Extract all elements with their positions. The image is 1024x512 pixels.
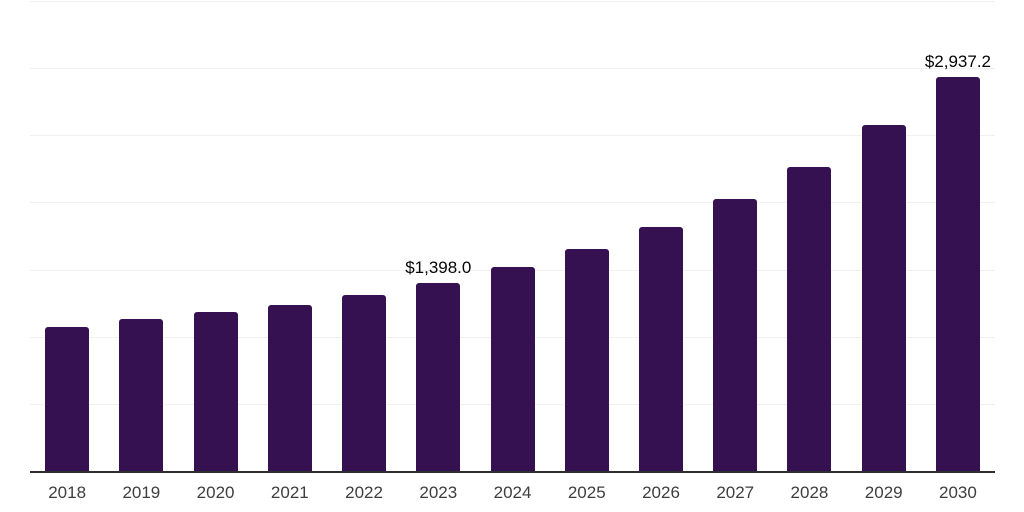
bar-2020	[193, 312, 238, 471]
x-tick-label-2025: 2025	[567, 483, 606, 502]
x-tick-label-2029: 2029	[864, 483, 903, 502]
x-tick-label-2023: 2023	[419, 483, 458, 502]
bar-2028	[787, 167, 832, 471]
bar-slot-2023: $1,398.0	[401, 1, 475, 471]
bar-slot-2022	[327, 1, 401, 471]
plot-area: $1,398.0 $2,937.2	[30, 1, 995, 473]
bar-2027	[713, 199, 758, 471]
gridline	[30, 1, 995, 2]
bar-2021	[267, 305, 312, 471]
bar-slot-2026	[624, 1, 698, 471]
gridline	[30, 135, 995, 137]
x-tick-label-2021: 2021	[270, 483, 309, 502]
x-tick-label-2028: 2028	[790, 483, 829, 502]
bar-slot-2029	[847, 1, 921, 471]
x-tick-label-2030: 2030	[939, 483, 977, 502]
x-tick-label-2022: 2022	[345, 483, 383, 502]
bar-2019	[119, 319, 164, 471]
bar-2022	[342, 295, 387, 471]
bar-slot-2024	[475, 1, 549, 471]
x-tick-label-2026: 2026	[642, 483, 680, 502]
bar-2018	[45, 327, 90, 471]
bar-2029	[861, 124, 906, 471]
x-tick-label-2024: 2024	[493, 483, 532, 502]
bar-value-label-2030: $2,937.2	[924, 51, 992, 71]
bar-2025	[564, 249, 609, 471]
bar-slot-2030: $2,937.2	[921, 1, 995, 471]
bar-slot-2019	[104, 1, 178, 471]
bar-slot-2027	[698, 1, 772, 471]
x-axis-labels: 2018 2019 2020 2021 2022 2023 2024 2025 2026 2027…	[30, 484, 995, 501]
bar-2030	[935, 76, 980, 471]
x-tick-label-2027: 2027	[716, 483, 755, 502]
x-tick-label-2019: 2019	[122, 483, 161, 502]
bars-container: $1,398.0 $2,937.2	[30, 1, 995, 471]
bar-2026	[638, 227, 683, 471]
bar-slot-2021	[253, 1, 327, 471]
gridline	[30, 202, 995, 204]
bar-slot-2018	[30, 1, 104, 471]
bar-2023	[416, 283, 461, 471]
x-tick-label-2020: 2020	[196, 483, 235, 502]
x-tick-label-2018: 2018	[48, 483, 87, 502]
bar-slot-2020	[178, 1, 252, 471]
bar-slot-2028	[772, 1, 846, 471]
bar-value-label-2023: $1,398.0	[405, 258, 472, 278]
bar-2024	[490, 267, 535, 471]
bar-slot-2025	[550, 1, 624, 471]
gridline	[30, 68, 995, 70]
